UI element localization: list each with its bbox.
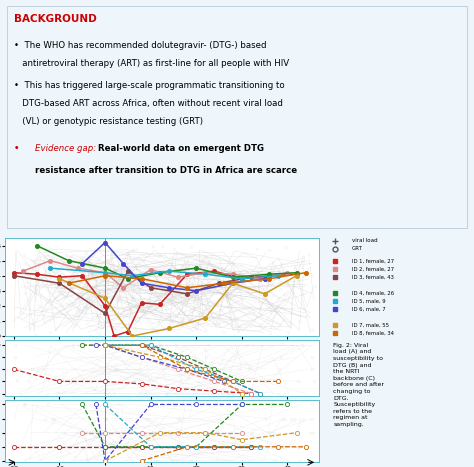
Text: •  This has triggered large-scale programmatic transitioning to: • This has triggered large-scale program… [14,81,285,90]
Text: ID 6, male, 7: ID 6, male, 7 [352,307,386,312]
Text: ID 2, female, 27: ID 2, female, 27 [352,267,394,272]
Text: BACKGROUND: BACKGROUND [14,14,97,24]
Text: resistance after transition to DTG in Africa are scarce: resistance after transition to DTG in Af… [35,166,297,175]
Text: Real-world data on emergent DTG: Real-world data on emergent DTG [98,144,264,153]
Text: ID 8, female, 34: ID 8, female, 34 [352,331,394,336]
Text: (VL) or genotypic resistance testing (GRT): (VL) or genotypic resistance testing (GR… [14,117,203,126]
FancyBboxPatch shape [7,6,467,228]
Text: viral load: viral load [352,239,378,243]
Text: •: • [14,144,26,153]
Text: ID 5, male, 9: ID 5, male, 9 [352,299,386,304]
Text: Evidence gap:: Evidence gap: [35,144,99,153]
Text: ID 7, male, 55: ID 7, male, 55 [352,323,389,328]
Text: antiretroviral therapy (ART) as first-line for all people with HIV: antiretroviral therapy (ART) as first-li… [14,58,289,68]
Text: ID 1, female, 27: ID 1, female, 27 [352,259,394,263]
Text: ID 4, female, 26: ID 4, female, 26 [352,290,394,296]
Text: GRT: GRT [352,247,363,251]
Text: DTG-based ART across Africa, often without recent viral load: DTG-based ART across Africa, often witho… [14,99,283,108]
Text: Fig. 2: Viral
load (A) and
susceptibility to
DTG (B) and
the NRTI
backbone (C)
b: Fig. 2: Viral load (A) and susceptibilit… [333,343,384,427]
Text: ID 3, female, 43: ID 3, female, 43 [352,275,394,280]
Text: •  The WHO has recommended dolutegravir- (DTG-) based: • The WHO has recommended dolutegravir- … [14,41,266,50]
